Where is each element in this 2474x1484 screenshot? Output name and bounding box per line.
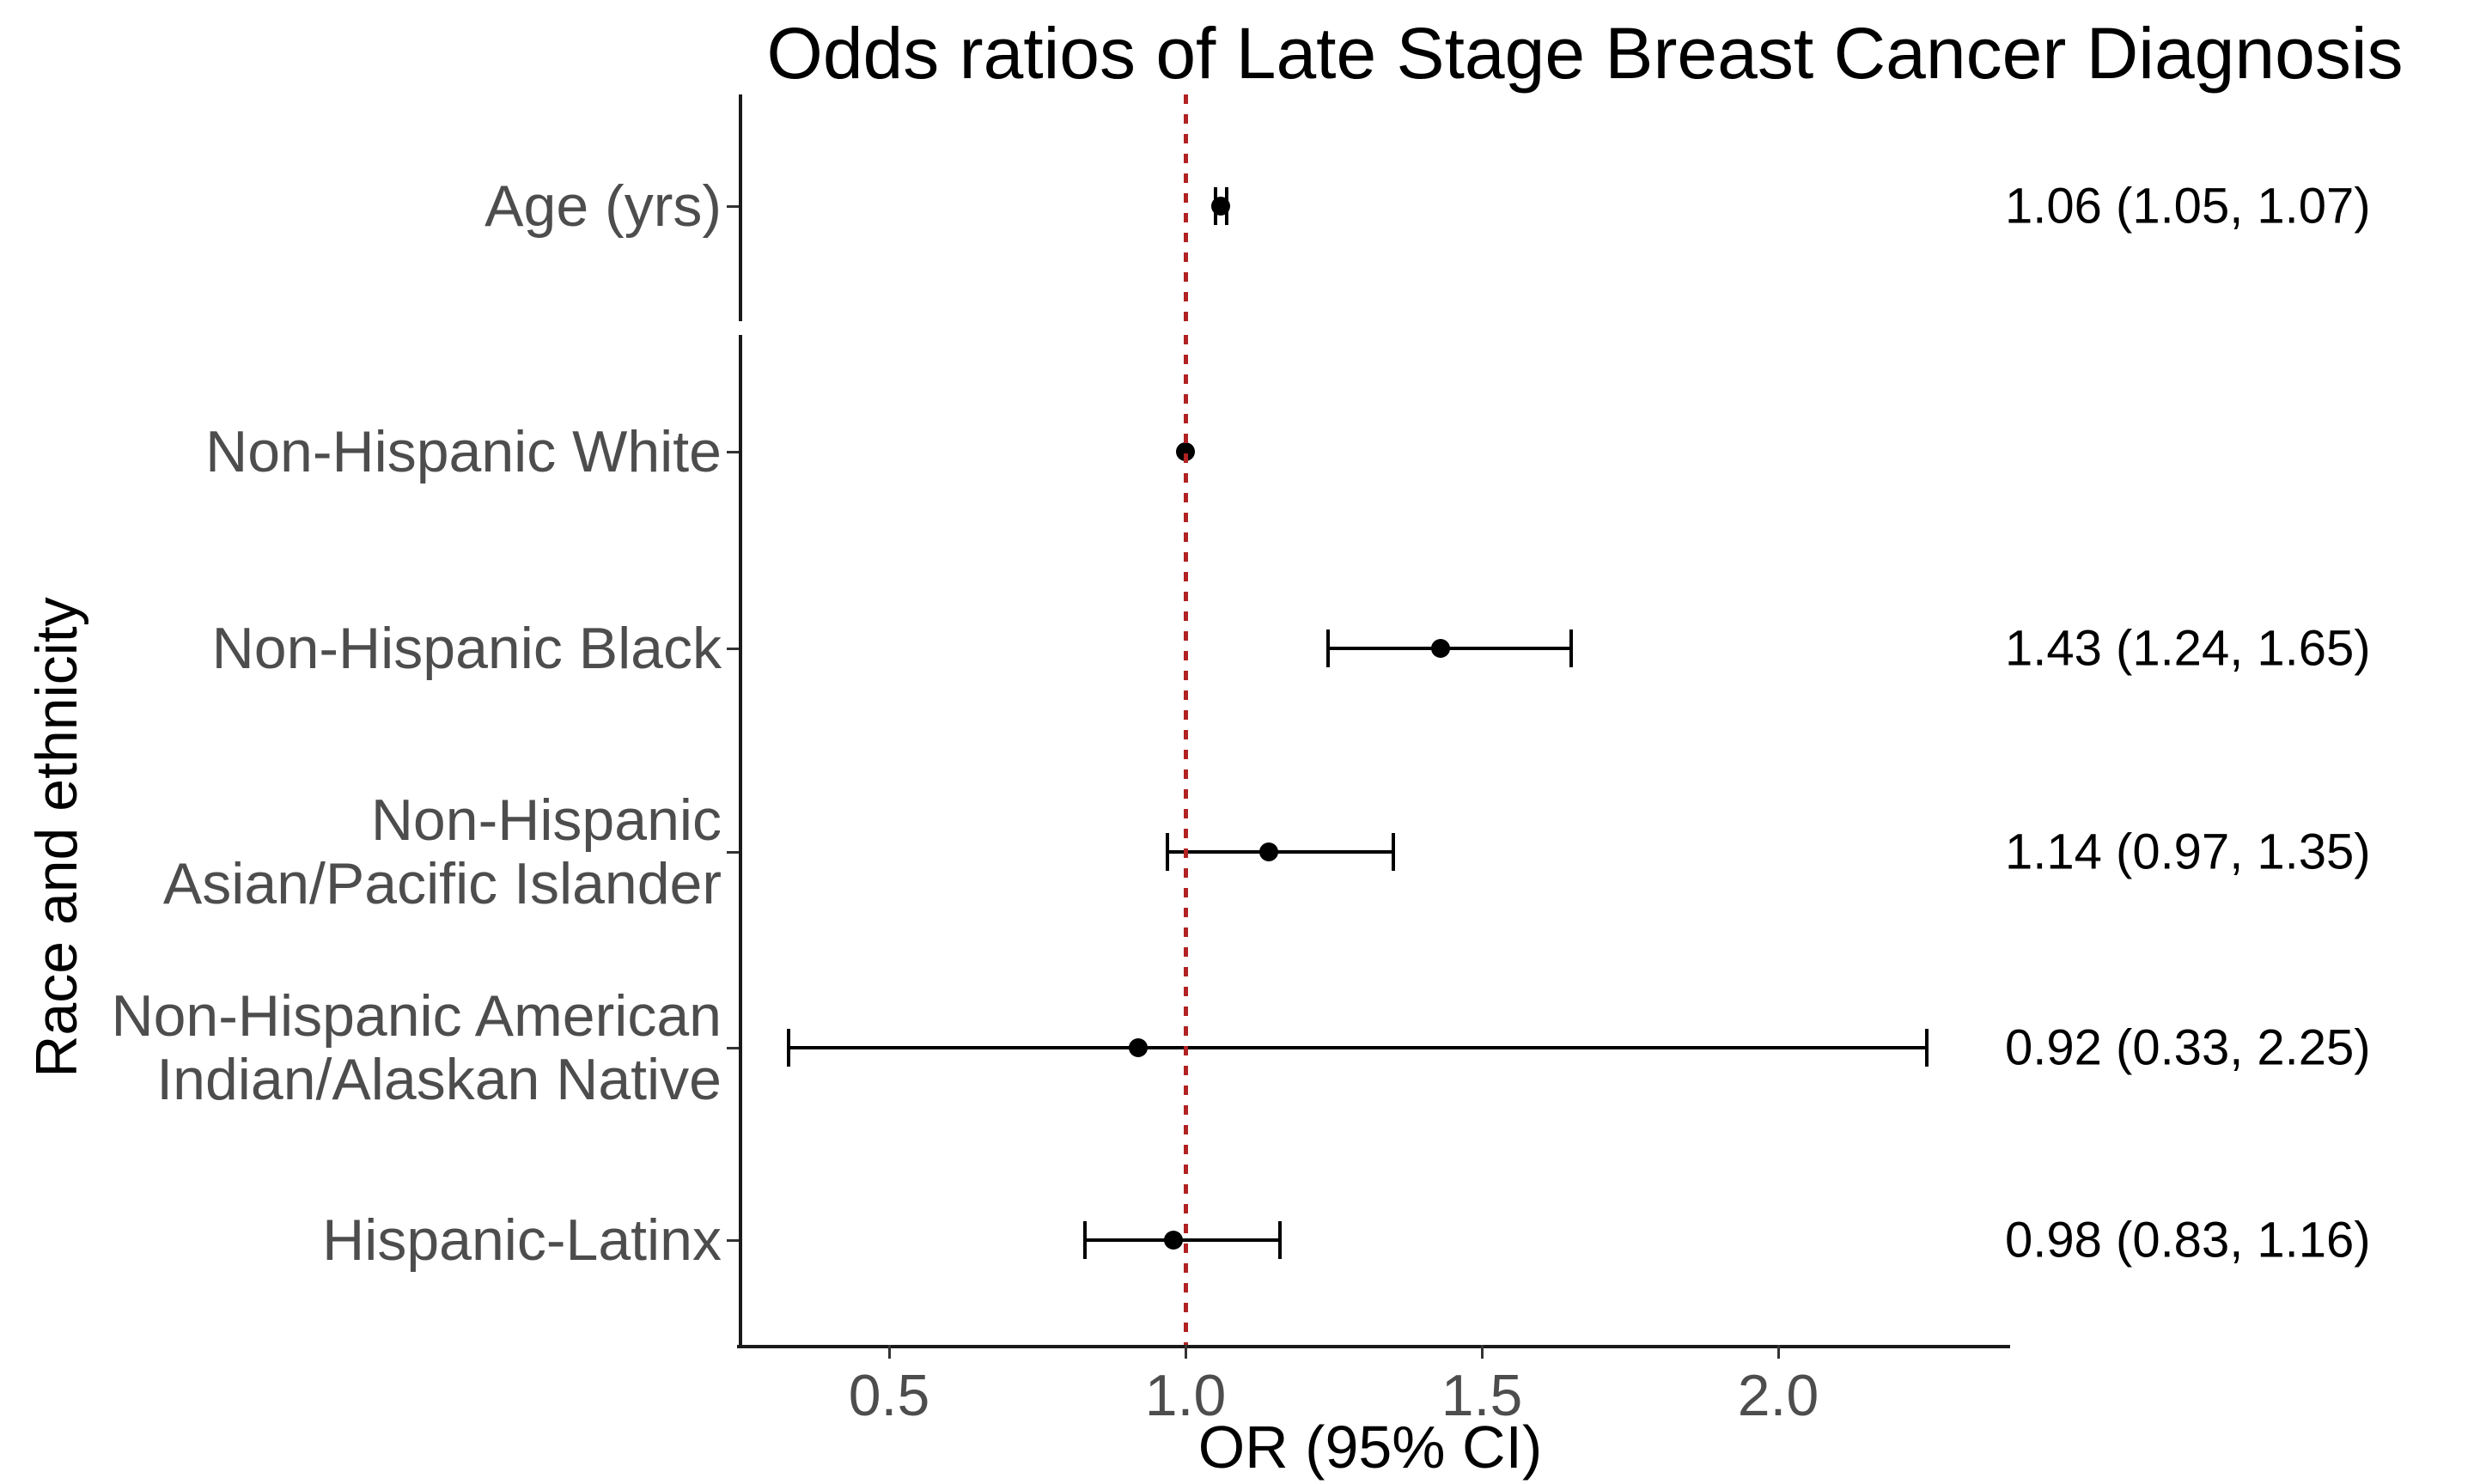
y-axis-title: Race and ethnicity	[24, 597, 89, 1078]
ci-cap	[1166, 833, 1170, 871]
row-label: Non-Hispanic Black	[212, 617, 722, 680]
ci-cap	[1924, 1029, 1929, 1067]
row-label: Non-Hispanic American Indian/Alaskan Nati…	[111, 984, 722, 1111]
ci-cap	[1391, 833, 1395, 871]
ci-cap	[786, 1029, 790, 1067]
y-tick-mark	[727, 1046, 739, 1049]
y-tick-mark	[727, 647, 739, 650]
row-label: Non-Hispanic Asian/Pacific Islander	[163, 788, 722, 915]
y-axis-line	[739, 94, 742, 321]
or-point	[1430, 639, 1450, 658]
x-tick-label: 2.0	[1737, 1363, 1819, 1428]
ci-cap	[1278, 1221, 1283, 1259]
row-label-line: Non-Hispanic Black	[211, 616, 722, 681]
row-label-line: Indian/Alaskan Native	[156, 1047, 722, 1112]
row-label-line: Non-Hispanic White	[205, 419, 722, 484]
row-label: Hispanic-Latinx	[322, 1208, 722, 1272]
row-label-line: Asian/Pacific Islander	[162, 851, 722, 916]
ci-cap	[1569, 629, 1573, 667]
ci-line	[1167, 850, 1393, 854]
row-label: Non-Hispanic White	[205, 420, 722, 484]
y-tick-mark	[727, 450, 739, 453]
row-label-line: Non-Hispanic American	[111, 983, 722, 1049]
row-label-line: Non-Hispanic	[370, 788, 722, 853]
or-point	[1128, 1038, 1148, 1057]
ci-annotation: 0.98 (0.83, 1.16)	[2005, 1212, 2371, 1268]
ci-annotation: 1.14 (0.97, 1.35)	[2005, 824, 2371, 880]
chart-title: Odds ratios of Late Stage Breast Cancer …	[766, 13, 2404, 94]
or-point	[1258, 842, 1278, 861]
y-tick-mark	[727, 204, 739, 208]
ci-cap	[1325, 629, 1330, 667]
x-tick-label: 1.5	[1441, 1363, 1523, 1428]
x-axis-title: OR (95% CI)	[1197, 1414, 1543, 1481]
ci-cap	[1082, 1221, 1087, 1259]
or-point	[1211, 197, 1231, 216]
x-tick-mark	[1480, 1345, 1484, 1359]
x-axis-line	[737, 1345, 2010, 1348]
ci-annotation: 1.06 (1.05, 1.07)	[2005, 178, 2371, 234]
ci-annotation: 0.92 (0.33, 2.25)	[2005, 1019, 2371, 1076]
or-point	[1164, 1231, 1184, 1250]
y-tick-mark	[727, 850, 739, 854]
x-tick-label: 1.0	[1144, 1363, 1227, 1428]
x-tick-mark	[1776, 1345, 1780, 1359]
x-tick-mark	[1184, 1345, 1187, 1359]
ci-annotation: 1.43 (1.24, 1.65)	[2005, 620, 2371, 677]
row-label-line: Age (yrs)	[484, 173, 722, 239]
x-tick-label: 0.5	[848, 1363, 930, 1428]
ci-line	[788, 1046, 1927, 1049]
y-axis-line	[739, 335, 742, 1345]
reference-line	[1184, 94, 1188, 321]
row-label-line: Hispanic-Latinx	[322, 1207, 722, 1273]
y-tick-mark	[727, 1238, 739, 1242]
x-tick-mark	[887, 1345, 891, 1359]
reference-line	[1184, 335, 1188, 1345]
row-label: Age (yrs)	[484, 174, 722, 238]
